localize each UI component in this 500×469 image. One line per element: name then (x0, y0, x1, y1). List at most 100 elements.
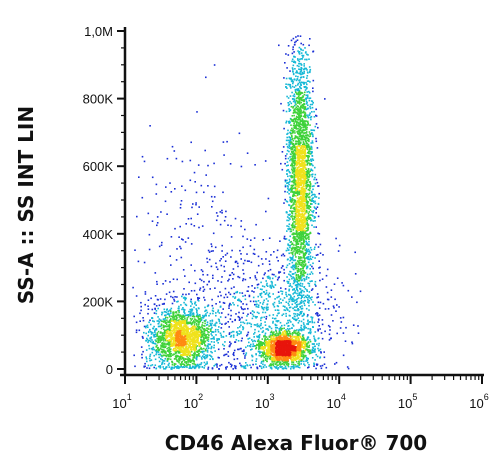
event-dot (191, 325, 194, 328)
event-dot (299, 115, 302, 118)
event-dot (306, 242, 308, 244)
event-dot (291, 298, 294, 300)
event-dot (303, 135, 305, 138)
event-dot (315, 312, 317, 315)
event-dot (141, 356, 143, 359)
event-dot (292, 210, 295, 213)
event-dot (294, 247, 296, 250)
event-dot (286, 258, 289, 261)
event-dot (310, 160, 313, 162)
event-dot (242, 246, 244, 249)
event-dot (160, 358, 162, 360)
event-dot (300, 294, 302, 297)
event-dot (166, 347, 168, 350)
event-dot (314, 304, 316, 306)
event-dot (310, 142, 312, 144)
event-dot (166, 328, 169, 330)
event-dot (209, 358, 211, 360)
event-dot (282, 305, 285, 307)
event-dot (213, 338, 215, 340)
event-dot (204, 340, 206, 343)
event-dot (241, 292, 244, 294)
event-dot (196, 320, 199, 322)
event-dot (299, 81, 301, 84)
event-dot (207, 368, 209, 370)
event-dot (297, 362, 299, 365)
event-dot (167, 346, 170, 349)
event-dot (295, 100, 298, 102)
event-dot (219, 316, 222, 318)
event-dot (302, 103, 305, 106)
event-dot (209, 324, 212, 327)
event-dot (189, 308, 191, 311)
event-dot (293, 312, 295, 315)
event-dot (288, 263, 291, 265)
event-dot (298, 137, 300, 140)
event-dot (299, 58, 301, 61)
event-dot (303, 351, 305, 353)
event-dot (255, 223, 257, 226)
event-dot (302, 111, 304, 114)
event-dot (311, 140, 314, 142)
event-dot (309, 153, 312, 155)
event-dot (150, 337, 152, 340)
event-dot (307, 217, 310, 220)
event-dot (189, 322, 192, 325)
event-dot (180, 364, 182, 366)
event-dot (171, 361, 173, 363)
event-dot (190, 328, 193, 331)
event-dot (289, 218, 291, 220)
event-dot (293, 206, 295, 209)
event-dot (296, 233, 299, 236)
event-dot (299, 268, 301, 271)
event-dot (164, 317, 167, 320)
event-dot (312, 301, 314, 303)
event-dot (316, 206, 319, 208)
event-dot (198, 326, 200, 328)
event-dot (301, 339, 303, 341)
event-dot (247, 286, 250, 288)
event-dot (297, 235, 299, 238)
event-dot (147, 305, 149, 307)
event-dot (227, 313, 230, 316)
event-dot (292, 64, 295, 67)
event-dot (257, 350, 260, 353)
event-dot (317, 312, 319, 315)
event-dot (291, 332, 294, 334)
event-dot (286, 182, 288, 184)
event-dot (297, 294, 299, 297)
event-dot (160, 339, 162, 342)
event-dot (296, 339, 299, 342)
event-dot (230, 334, 233, 337)
event-dot (304, 207, 306, 209)
event-dot (280, 162, 282, 165)
event-dot (207, 366, 210, 369)
event-dot (318, 233, 321, 235)
event-dot (354, 251, 356, 254)
event-dot (168, 328, 170, 331)
event-dot (306, 87, 308, 89)
event-dot (300, 135, 302, 137)
event-dot (287, 104, 290, 107)
event-dot (254, 275, 256, 277)
event-dot (287, 334, 289, 337)
event-dot (308, 198, 311, 201)
event-dot (307, 143, 310, 146)
event-dot (165, 337, 168, 340)
event-dot (283, 237, 285, 240)
event-dot (307, 327, 309, 330)
event-dot (299, 278, 301, 280)
event-dot (203, 350, 205, 353)
event-dot (288, 170, 290, 173)
event-dot (209, 288, 211, 290)
event-dot (301, 236, 303, 238)
event-dot (291, 152, 294, 154)
event-dot (293, 108, 296, 111)
event-dot (302, 265, 305, 268)
event-dot (304, 246, 306, 248)
event-dot (238, 311, 240, 314)
event-dot (198, 342, 200, 345)
event-dot (273, 301, 276, 304)
event-dot (340, 321, 343, 323)
event-dot (194, 302, 196, 305)
